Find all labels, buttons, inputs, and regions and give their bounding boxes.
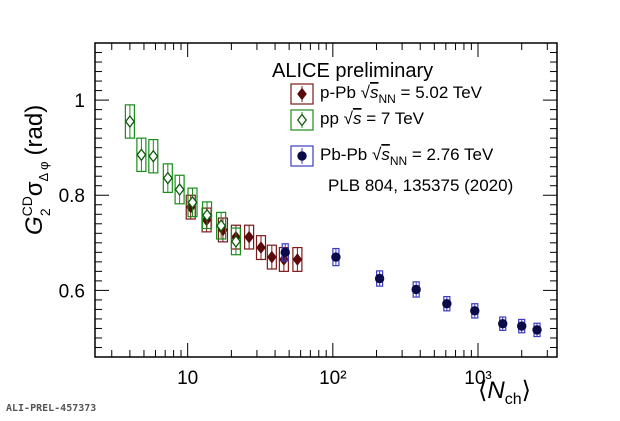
data-point bbox=[148, 149, 159, 163]
series-1 bbox=[124, 104, 242, 256]
data-point bbox=[256, 241, 266, 254]
data-point bbox=[498, 318, 508, 329]
data-point bbox=[442, 299, 452, 309]
legend-entry: Pb-Pb √sNN = 2.76 TeV bbox=[320, 145, 494, 168]
data-point bbox=[187, 195, 198, 209]
x-tick-label: 10² bbox=[319, 368, 346, 389]
legend: p-Pb √sNN = 5.02 TeV pp √s = 7 TeV Pb-Pb √… bbox=[290, 83, 494, 168]
data-point bbox=[216, 219, 227, 233]
data-point bbox=[374, 273, 385, 284]
y-tick-label: 0.8 bbox=[59, 186, 85, 207]
legend-swatch bbox=[290, 109, 314, 131]
legend-marker bbox=[297, 151, 307, 161]
data-point bbox=[244, 230, 254, 244]
x-axis-label: ⟨Nch⟩ bbox=[478, 377, 531, 408]
svg-text:⟨Nch⟩: ⟨Nch⟩ bbox=[478, 377, 531, 408]
data-point bbox=[292, 253, 303, 266]
watermark: ALI-PREL-457373 bbox=[6, 403, 97, 414]
data-point bbox=[202, 208, 213, 222]
y-axis-label: GCD 2σΔ φ(rad) bbox=[19, 105, 53, 235]
data-point bbox=[411, 284, 421, 295]
axis-ticks: 10 10² 10³ 0.6 0.8 1 bbox=[59, 42, 557, 389]
data-point bbox=[162, 171, 173, 185]
y-tick-label: 0.6 bbox=[59, 281, 85, 302]
legend-swatch bbox=[290, 83, 314, 105]
legend-marker bbox=[297, 87, 307, 101]
data-point bbox=[470, 306, 480, 316]
data-point bbox=[280, 247, 290, 258]
legend-entry: pp √s = 7 TeV bbox=[320, 109, 425, 128]
chart-title: ALICE preliminary bbox=[272, 60, 433, 82]
series-2 bbox=[280, 243, 542, 338]
series-0 bbox=[185, 194, 303, 272]
legend-swatch bbox=[290, 145, 314, 167]
data-point bbox=[124, 114, 135, 129]
data-point bbox=[267, 250, 277, 264]
x-tick-label: 10³ bbox=[464, 368, 491, 389]
data-point bbox=[174, 183, 185, 197]
data-point bbox=[331, 252, 341, 262]
data-point bbox=[532, 325, 542, 335]
x-tick-label: 10 bbox=[177, 368, 198, 389]
legend-marker bbox=[296, 113, 308, 127]
data-point bbox=[136, 148, 147, 162]
data-point bbox=[230, 234, 241, 248]
legend-entry: p-Pb √sNN = 5.02 TeV bbox=[320, 83, 483, 106]
y-tick-label: 1 bbox=[74, 91, 85, 112]
data-point bbox=[517, 321, 527, 331]
reference-annotation: PLB 804, 135375 (2020) bbox=[328, 176, 513, 195]
data-layer bbox=[124, 104, 542, 338]
